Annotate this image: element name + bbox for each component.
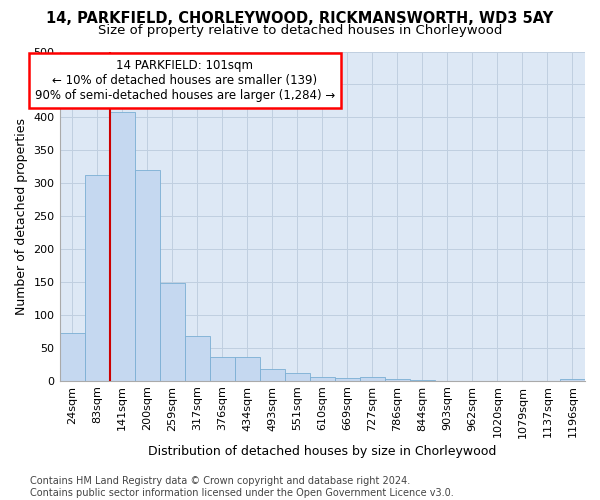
X-axis label: Distribution of detached houses by size in Chorleywood: Distribution of detached houses by size … bbox=[148, 444, 496, 458]
Bar bbox=[185, 336, 209, 380]
Bar bbox=[360, 376, 385, 380]
Bar bbox=[310, 378, 335, 380]
Bar bbox=[335, 378, 360, 380]
Text: Size of property relative to detached houses in Chorleywood: Size of property relative to detached ho… bbox=[98, 24, 502, 37]
Text: Contains HM Land Registry data © Crown copyright and database right 2024.
Contai: Contains HM Land Registry data © Crown c… bbox=[30, 476, 454, 498]
Bar bbox=[59, 332, 85, 380]
Bar bbox=[385, 378, 410, 380]
Y-axis label: Number of detached properties: Number of detached properties bbox=[15, 118, 28, 314]
Bar bbox=[209, 357, 235, 380]
Bar bbox=[285, 374, 310, 380]
Bar bbox=[260, 369, 285, 380]
Bar bbox=[85, 174, 110, 380]
Bar bbox=[134, 170, 160, 380]
Text: 14 PARKFIELD: 101sqm
← 10% of detached houses are smaller (139)
90% of semi-deta: 14 PARKFIELD: 101sqm ← 10% of detached h… bbox=[35, 60, 335, 102]
Bar bbox=[110, 112, 134, 380]
Text: 14, PARKFIELD, CHORLEYWOOD, RICKMANSWORTH, WD3 5AY: 14, PARKFIELD, CHORLEYWOOD, RICKMANSWORT… bbox=[46, 11, 554, 26]
Bar bbox=[160, 284, 185, 380]
Bar bbox=[235, 357, 260, 380]
